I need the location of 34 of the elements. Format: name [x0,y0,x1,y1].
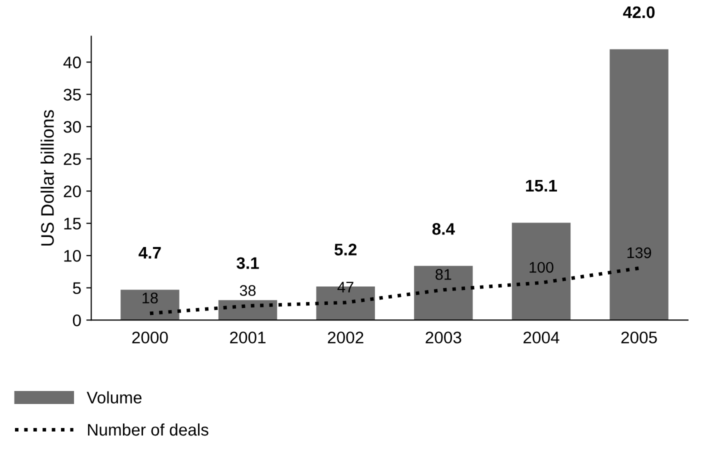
data-label: 38 [240,285,256,296]
y-tick-label: 20 [64,185,81,198]
data-label: 42.0 [623,6,655,18]
y-tick-label: 0 [72,314,81,326]
y-axis-title: US Dollar billions [40,110,54,246]
data-label: 4.7 [138,247,161,259]
legend-label: Number of deals [88,423,208,436]
data-label: 15.1 [526,180,557,192]
data-label: 100 [530,262,554,273]
y-tick-label: 10 [64,250,81,262]
data-label: 8.4 [432,223,455,235]
x-tick-label: 2000 [132,332,168,344]
y-tick-label: 25 [64,153,81,166]
y-tick-label: 40 [63,56,81,68]
x-tick-label: 2001 [230,332,266,344]
bar [218,300,278,320]
y-tick-label: 15 [64,218,81,230]
y-tick-label: 5 [72,282,81,294]
bar [512,222,571,320]
bar [120,290,180,320]
data-label: 5.2 [334,244,357,256]
bar [414,266,473,320]
data-label: 139 [627,247,652,258]
data-label: 3.1 [236,257,259,270]
y-tick-label: 35 [64,88,81,101]
x-tick-label: 2003 [426,332,462,344]
bar [610,49,668,320]
data-label: 18 [142,292,158,304]
data-label: 81 [436,269,452,280]
x-tick-label: 2004 [524,332,560,344]
y-tick-label: 30 [64,121,81,133]
legend-label: Volume [86,391,142,404]
x-tick-label: 2005 [621,332,657,344]
x-tick-label: 2002 [328,332,364,344]
